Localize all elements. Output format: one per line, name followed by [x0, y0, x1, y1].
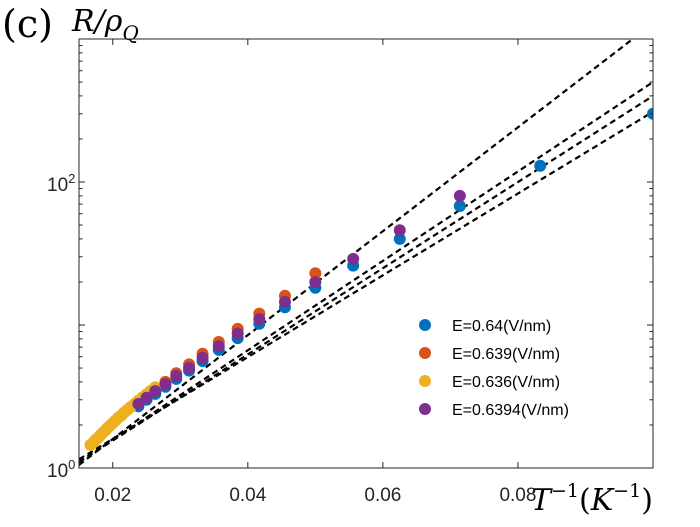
legend-label-3: E=0.636(V/nm) — [452, 374, 560, 391]
y-tick-label: 102 — [47, 171, 75, 196]
series-4-point — [170, 369, 183, 382]
data-points — [84, 107, 653, 451]
legend-label-4: E=0.6394(V/nm) — [452, 402, 569, 419]
x-tick-label: 0.02 — [94, 485, 131, 506]
panel-label: (c) — [2, 2, 53, 46]
x-axis-label-unit-sup: −1 — [613, 480, 641, 502]
series-4-point — [196, 351, 209, 364]
legend-marker-4 — [419, 403, 431, 415]
x-axis-label-var: T — [531, 483, 553, 518]
series-4-point — [183, 362, 196, 375]
fit-line-2 — [79, 81, 653, 463]
x-tick-label: 0.04 — [229, 485, 266, 506]
axes-box — [78, 38, 654, 469]
x-tick-label: 0.08 — [499, 485, 536, 506]
series-4-point — [212, 340, 225, 353]
series-4-point — [149, 385, 162, 398]
fit-line-4 — [79, 110, 653, 461]
y-axis-label-main: R/ρ — [71, 4, 123, 39]
series-4-point — [347, 252, 360, 265]
series-1-point — [453, 199, 466, 212]
series-1-point — [534, 159, 547, 172]
series-4-point — [453, 189, 466, 202]
x-axis-label-open: ( — [579, 483, 591, 518]
legend-label-1: E=0.64(V/nm) — [452, 318, 551, 335]
y-axis-label-sub: Q — [122, 21, 138, 45]
legend-label-2: E=0.639(V/nm) — [452, 346, 560, 363]
series-4-point — [231, 327, 244, 340]
series-4-point — [132, 398, 145, 411]
x-axis-label-sup: −1 — [551, 480, 579, 502]
legend-marker-2 — [419, 347, 431, 359]
legend-marker-1 — [419, 319, 431, 331]
fit-lines — [79, 39, 653, 466]
tick-labels: 0.02 0.04 0.06 0.08 100 102 — [47, 171, 536, 506]
series-4-point — [278, 295, 291, 308]
series-4-point — [393, 224, 406, 237]
x-axis-label-close: ) — [641, 483, 653, 518]
series-4-point — [253, 313, 266, 326]
series-2-point — [309, 267, 322, 280]
series-4-point — [140, 391, 153, 404]
legend: E=0.64(V/nm) E=0.639(V/nm) E=0.636(V/nm) E=… — [419, 318, 569, 419]
series-1-point — [393, 232, 406, 245]
axes — [78, 38, 654, 469]
fit-line-1 — [79, 39, 634, 466]
series-4-point — [309, 275, 322, 288]
legend-marker-3 — [419, 375, 431, 387]
x-tick-label: 0.06 — [364, 485, 401, 506]
y-tick-label: 100 — [47, 457, 75, 482]
x-axis-label: T−1(K−1) — [531, 480, 653, 518]
series-4-point — [159, 378, 172, 391]
x-axis-label-unit: K — [590, 483, 615, 518]
